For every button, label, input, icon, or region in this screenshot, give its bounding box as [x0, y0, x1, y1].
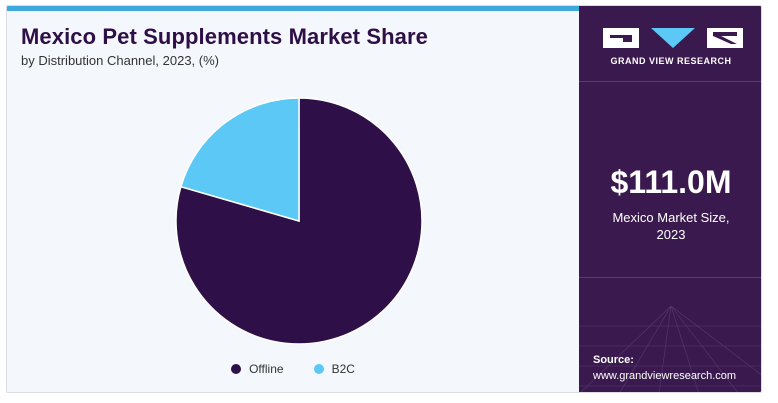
legend-swatch-b2c	[313, 364, 324, 374]
top-accent-bar	[7, 6, 579, 11]
market-size-label-line2: 2023	[656, 227, 686, 242]
legend-item-b2c: B2C	[313, 362, 355, 376]
brand-name: GRAND VIEW RESEARCH	[610, 56, 732, 66]
market-size-label: Mexico Market Size, 2023	[579, 209, 761, 243]
chart-subtitle: by Distribution Channel, 2023, (%)	[21, 53, 219, 68]
chart-title: Mexico Pet Supplements Market Share	[21, 24, 428, 49]
pie-slice-b2c	[179, 97, 300, 222]
grand-view-research-logo-icon	[603, 28, 743, 48]
legend-swatch-offline	[231, 364, 242, 374]
divider	[579, 81, 761, 82]
infographic-card: Mexico Pet Supplements Market Share by D…	[6, 5, 762, 393]
pie-chart	[175, 97, 423, 345]
legend: Offline B2C	[7, 362, 579, 376]
market-size-label-line1: Mexico Market Size,	[612, 210, 730, 225]
grid-decoration-icon	[579, 306, 761, 392]
market-size-value: $111.0M	[610, 164, 732, 200]
chart-panel: Mexico Pet Supplements Market Share by D…	[7, 6, 579, 392]
source-url[interactable]: www.grandviewresearch.com	[593, 370, 737, 382]
legend-label-offline: Offline	[249, 362, 284, 376]
sidebar-panel: GRAND VIEW RESEARCH $111.0M Mexico Marke…	[579, 6, 761, 392]
divider	[579, 277, 761, 278]
source-label: Source:	[593, 354, 634, 366]
legend-label-b2c: B2C	[331, 362, 355, 376]
legend-item-offline: Offline	[231, 362, 284, 376]
